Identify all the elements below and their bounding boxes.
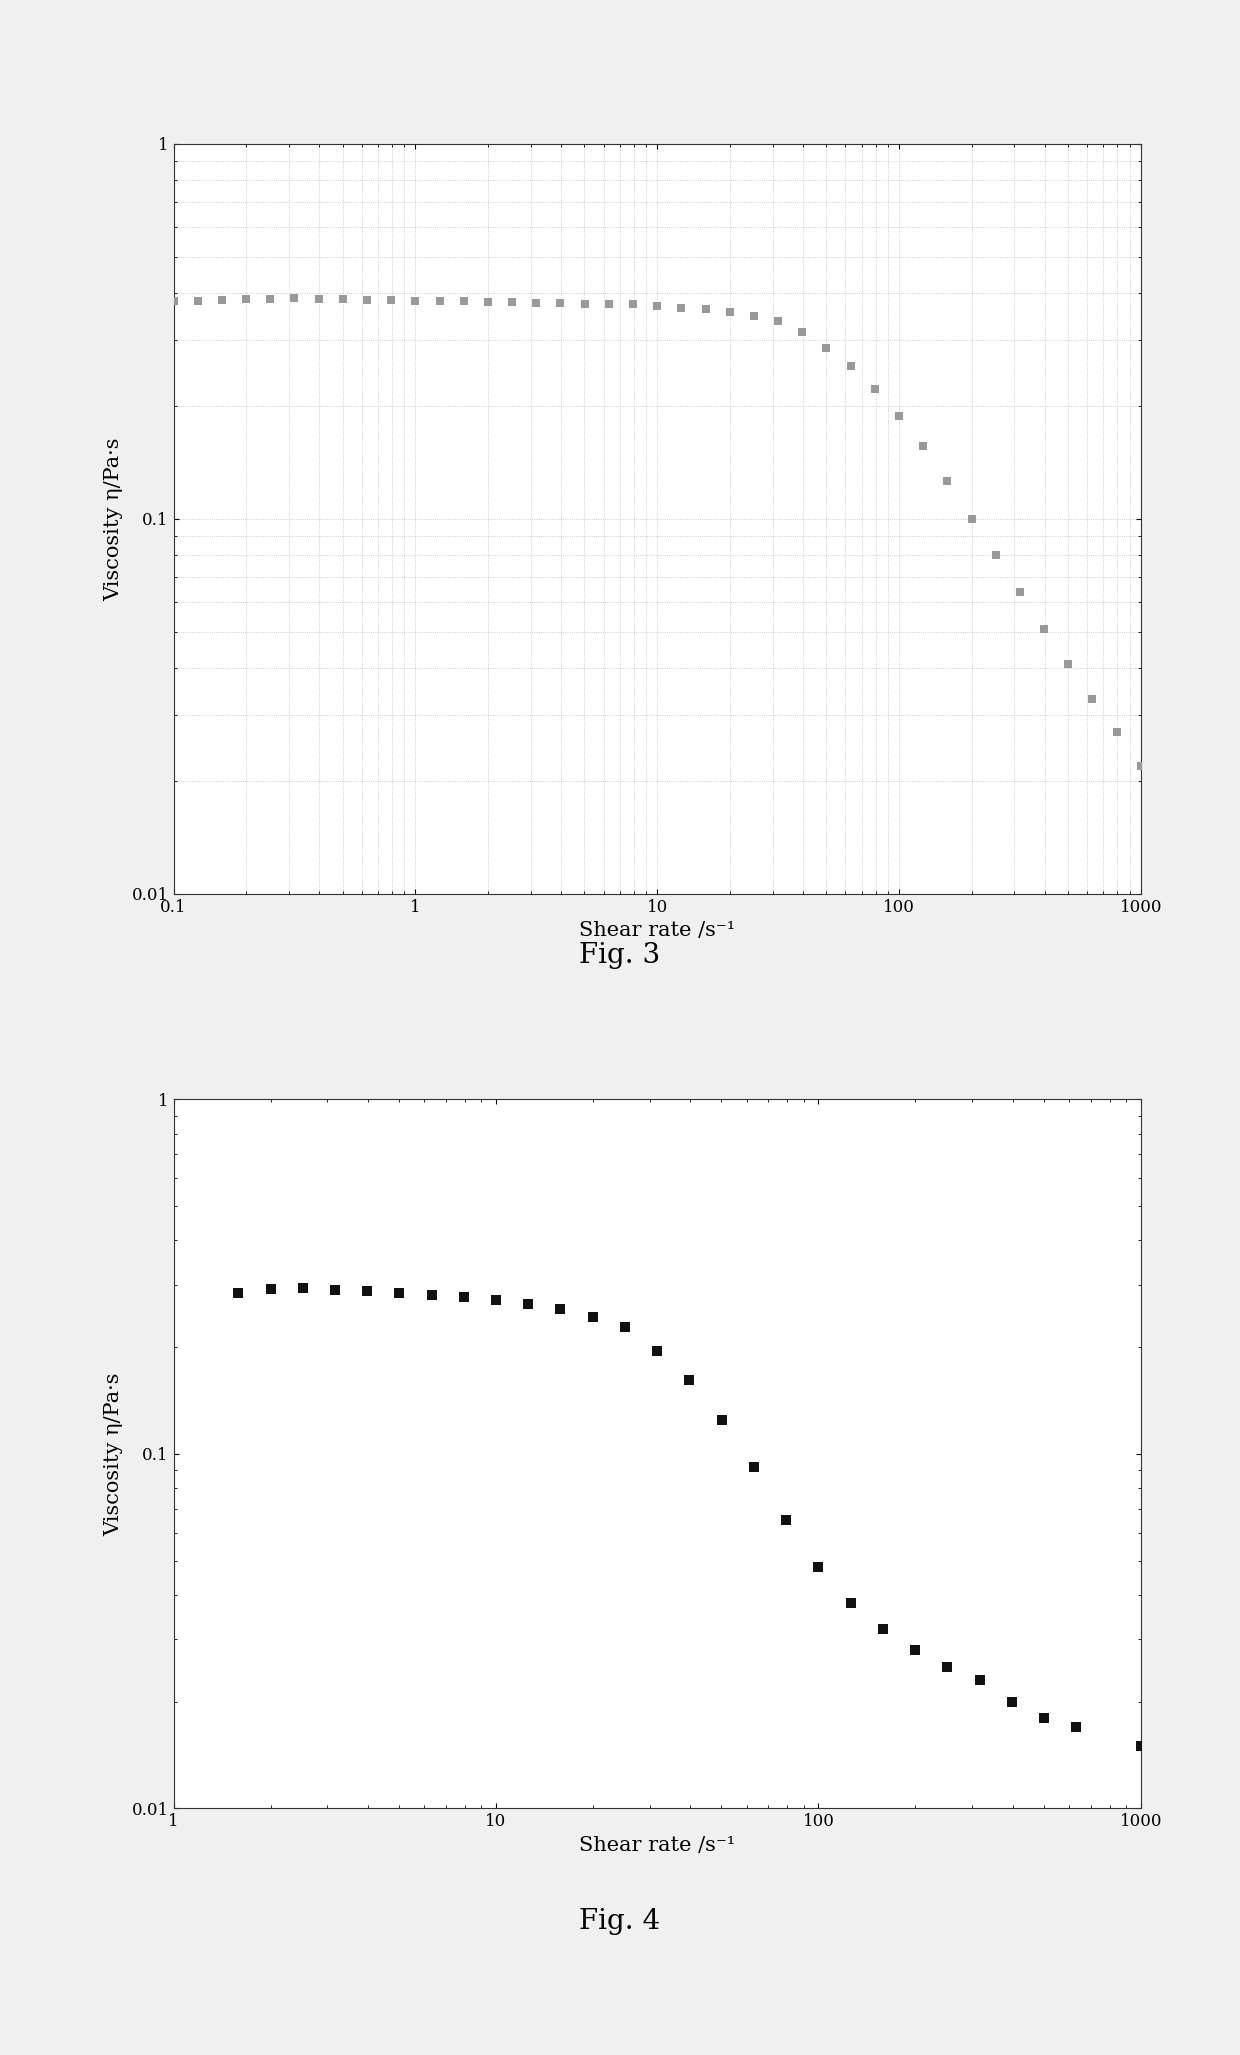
Point bbox=[454, 1280, 474, 1313]
Point bbox=[357, 1274, 377, 1307]
Point bbox=[1131, 750, 1151, 783]
X-axis label: Shear rate /s⁻¹: Shear rate /s⁻¹ bbox=[579, 921, 735, 941]
Point bbox=[937, 464, 957, 497]
Point bbox=[905, 1634, 925, 1667]
Point bbox=[1002, 1685, 1022, 1718]
Point bbox=[873, 1613, 893, 1646]
Point bbox=[599, 288, 619, 321]
Point bbox=[615, 1311, 635, 1344]
Point bbox=[237, 284, 257, 316]
Point bbox=[551, 288, 570, 321]
Point bbox=[1106, 715, 1126, 748]
Point bbox=[389, 1276, 409, 1309]
Point bbox=[1034, 612, 1054, 645]
Point bbox=[680, 1362, 699, 1395]
Point bbox=[712, 1404, 732, 1436]
Point bbox=[937, 1650, 957, 1683]
Point bbox=[502, 286, 522, 319]
Point bbox=[647, 1334, 667, 1367]
Point bbox=[864, 372, 884, 405]
Point bbox=[309, 282, 329, 314]
Point bbox=[744, 1451, 764, 1484]
Text: Fig. 3: Fig. 3 bbox=[579, 941, 661, 970]
Point bbox=[1131, 1730, 1151, 1763]
Point bbox=[696, 294, 715, 327]
Point bbox=[986, 538, 1006, 571]
Point bbox=[622, 288, 642, 321]
Point bbox=[486, 1284, 506, 1317]
Point bbox=[672, 292, 692, 325]
Point bbox=[961, 503, 981, 536]
Point bbox=[454, 286, 474, 319]
Point bbox=[422, 1278, 441, 1311]
Point bbox=[1083, 682, 1102, 715]
Point bbox=[526, 286, 546, 319]
Point bbox=[808, 1549, 828, 1582]
Point bbox=[583, 1301, 603, 1334]
Point bbox=[284, 282, 304, 314]
Point bbox=[260, 1272, 280, 1305]
Point bbox=[889, 399, 909, 432]
Point bbox=[970, 1665, 990, 1697]
X-axis label: Shear rate /s⁻¹: Shear rate /s⁻¹ bbox=[579, 1835, 735, 1856]
Point bbox=[479, 286, 498, 319]
Point bbox=[551, 1293, 570, 1325]
Point bbox=[1009, 575, 1029, 608]
Point bbox=[841, 1586, 861, 1619]
Point bbox=[381, 284, 401, 316]
Point bbox=[744, 300, 764, 333]
Point bbox=[575, 288, 595, 321]
Point bbox=[1059, 647, 1079, 680]
Point bbox=[405, 284, 425, 316]
Point bbox=[293, 1272, 312, 1305]
Y-axis label: Viscosity η/Pa·s: Viscosity η/Pa·s bbox=[104, 1373, 123, 1535]
Point bbox=[1034, 1702, 1054, 1734]
Point bbox=[768, 304, 787, 337]
Point bbox=[841, 349, 861, 382]
Point bbox=[518, 1286, 538, 1319]
Point bbox=[164, 286, 184, 319]
Point bbox=[357, 284, 377, 316]
Point bbox=[914, 429, 934, 462]
Point bbox=[325, 1274, 345, 1307]
Point bbox=[776, 1504, 796, 1537]
Point bbox=[647, 290, 667, 323]
Point bbox=[430, 284, 450, 316]
Text: Fig. 4: Fig. 4 bbox=[579, 1907, 661, 1936]
Point bbox=[260, 282, 280, 314]
Point bbox=[332, 284, 352, 316]
Point bbox=[719, 296, 739, 329]
Point bbox=[212, 284, 232, 316]
Y-axis label: Viscosity η/Pa·s: Viscosity η/Pa·s bbox=[104, 438, 123, 600]
Point bbox=[188, 284, 208, 316]
Point bbox=[792, 316, 812, 349]
Point bbox=[1066, 1710, 1086, 1743]
Point bbox=[228, 1276, 248, 1309]
Point bbox=[817, 331, 837, 364]
